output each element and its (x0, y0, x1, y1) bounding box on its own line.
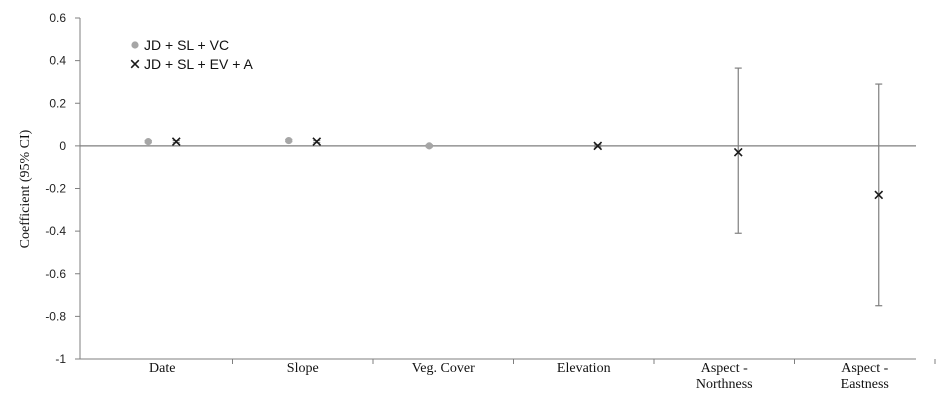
category-label: Elevation (557, 361, 611, 376)
y-tick-label: -0.4 (45, 224, 66, 238)
y-tick-label: 0 (59, 139, 66, 153)
legend-label: JD + SL + EV + A (144, 56, 253, 72)
plot-area: 0.6 0.4 0.2 0 -0.2 -0.4 -0.6 -0.8 -1 Date Slope Veg… (45, 11, 936, 392)
y-tick-label: 0.2 (49, 96, 66, 110)
category-label: Slope (287, 361, 319, 376)
y-tick-label: -0.2 (45, 182, 66, 196)
legend-label: JD + SL + VC (144, 37, 229, 53)
data-point (874, 190, 884, 200)
y-tick-label: -0.6 (45, 267, 66, 281)
legend-marker (131, 41, 139, 49)
data-point (171, 137, 181, 146)
y-axis-title: Coefficient (95% CI) (18, 129, 33, 248)
legend-marker (130, 59, 140, 69)
data-point (593, 141, 603, 151)
data-point (144, 138, 152, 146)
category-label: Northness (696, 377, 753, 392)
data-point (312, 137, 322, 146)
y-tick-label: 0.6 (49, 11, 66, 25)
data-point (285, 136, 293, 145)
y-tick-label: 0.4 (49, 54, 66, 68)
category-label: Date (149, 361, 175, 376)
category-label: Eastness (841, 377, 889, 392)
category-label: Aspect - (701, 361, 748, 376)
category-label: Aspect - (841, 361, 888, 376)
y-tick-label: -1 (55, 352, 66, 366)
y-tick-label: -0.8 (45, 309, 66, 323)
data-point (425, 142, 433, 150)
category-label: Veg. Cover (412, 361, 475, 376)
data-point (733, 147, 743, 157)
legend: JD + SL + VC JD + SL + EV + A (130, 37, 253, 72)
